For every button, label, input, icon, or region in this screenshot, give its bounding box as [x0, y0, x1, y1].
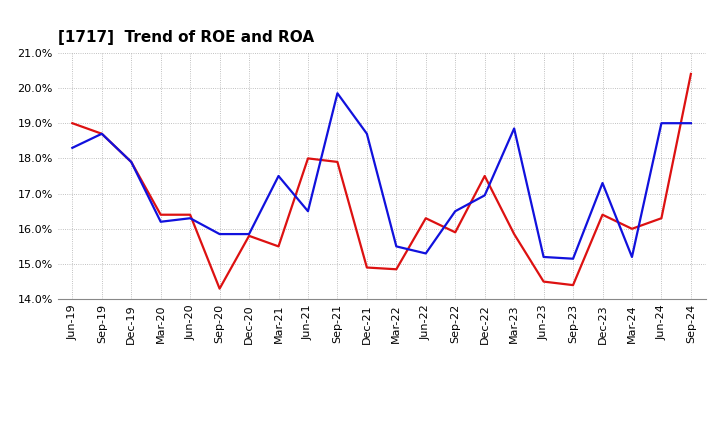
- ROE: [421, 216, 430, 221]
- ROA: [451, 209, 459, 214]
- ROA: [245, 231, 253, 237]
- ROE: [127, 159, 135, 165]
- ROE: [569, 282, 577, 288]
- ROA: [186, 216, 194, 221]
- ROA: [156, 219, 165, 224]
- ROE: [657, 216, 666, 221]
- ROA: [215, 231, 224, 237]
- ROE: [186, 212, 194, 217]
- ROA: [539, 254, 548, 260]
- ROA: [97, 131, 106, 136]
- ROE: [510, 231, 518, 237]
- ROA: [510, 126, 518, 131]
- ROE: [480, 173, 489, 179]
- ROE: [363, 265, 372, 270]
- ROE: [156, 212, 165, 217]
- ROE: [333, 159, 342, 165]
- ROE: [392, 267, 400, 272]
- ROA: [304, 209, 312, 214]
- ROE: [215, 286, 224, 291]
- ROA: [480, 193, 489, 198]
- ROA: [274, 173, 283, 179]
- ROE: [598, 212, 607, 217]
- ROE: [628, 226, 636, 231]
- ROE: [687, 71, 696, 77]
- Line: ROA: ROA: [72, 93, 691, 259]
- ROA: [569, 256, 577, 261]
- ROA: [392, 244, 400, 249]
- ROA: [127, 159, 135, 165]
- ROA: [68, 145, 76, 150]
- ROE: [451, 230, 459, 235]
- ROA: [657, 121, 666, 126]
- ROA: [421, 251, 430, 256]
- ROA: [628, 254, 636, 260]
- ROE: [245, 233, 253, 238]
- ROE: [539, 279, 548, 284]
- ROE: [274, 244, 283, 249]
- Line: ROE: ROE: [72, 74, 691, 289]
- Text: [1717]  Trend of ROE and ROA: [1717] Trend of ROE and ROA: [58, 29, 314, 45]
- ROA: [363, 131, 372, 136]
- ROE: [304, 156, 312, 161]
- ROA: [598, 180, 607, 186]
- ROA: [333, 91, 342, 96]
- ROA: [687, 121, 696, 126]
- ROE: [68, 121, 76, 126]
- ROE: [97, 131, 106, 136]
